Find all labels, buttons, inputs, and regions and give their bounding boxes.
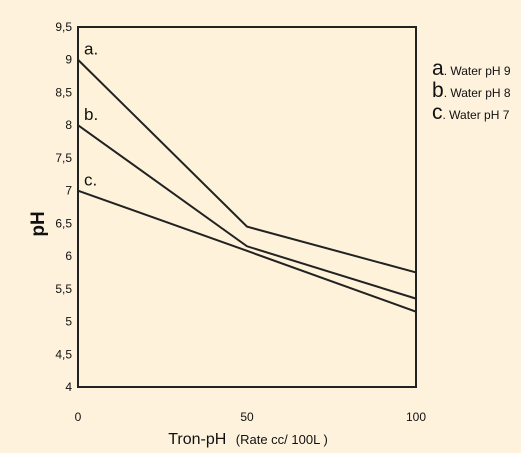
legend-text-a: . Water pH 9: [443, 64, 511, 78]
plot-area: [77, 26, 417, 388]
legend-item-b: b. Water pH 8: [432, 80, 511, 102]
y-tick-label: 4: [65, 380, 72, 394]
x-axis-title-main: Tron-pH: [168, 431, 226, 448]
series-label-a: a.: [84, 40, 98, 59]
series-group: a. b. c.: [77, 40, 417, 313]
series-line-a: [77, 59, 417, 274]
y-tick-label: 6: [65, 249, 72, 263]
y-tick-label: 5: [65, 315, 72, 329]
y-tick-label: 9: [65, 53, 72, 67]
series-label-b: b.: [84, 105, 98, 124]
legend-key-b: b: [432, 79, 444, 102]
y-tick-label: 8: [65, 118, 72, 132]
legend-item-a: a. Water pH 9: [432, 58, 511, 80]
y-tick-label: 9,5: [55, 20, 72, 34]
x-axis: 0 50 100: [75, 410, 427, 424]
series-line-c: [77, 189, 417, 313]
x-tick-label: 0: [75, 410, 82, 424]
y-tick-label: 4,5: [55, 347, 72, 361]
y-tick-label: 7,5: [55, 151, 72, 165]
x-axis-title: Tron-pH (Rate cc/ 100L ): [168, 431, 328, 448]
y-tick-label: 8,5: [55, 85, 72, 99]
series-line-b: [77, 124, 417, 300]
legend-key-a: a: [432, 57, 444, 80]
x-tick-label: 100: [406, 410, 426, 424]
legend-text-c: . Water pH 7: [442, 108, 510, 122]
y-axis-title: pH: [28, 211, 49, 236]
y-tick-label: 6,5: [55, 216, 72, 230]
y-tick-label: 5,5: [55, 282, 72, 296]
legend-item-c: c. Water pH 7: [432, 102, 511, 124]
x-tick-label: 50: [240, 410, 254, 424]
series-label-c: c.: [84, 171, 97, 190]
y-tick-label: 7: [65, 184, 72, 198]
y-axis: 4 4,5 5 5,5 6 6,5 7 7,5 8 8,5 9 9,5: [55, 20, 72, 394]
legend: a. Water pH 9 b. Water pH 8 c. Water pH …: [432, 58, 511, 124]
legend-text-b: . Water pH 8: [443, 86, 511, 100]
x-axis-title-unit: (Rate cc/ 100L ): [236, 432, 328, 447]
legend-key-c: c: [432, 101, 443, 124]
